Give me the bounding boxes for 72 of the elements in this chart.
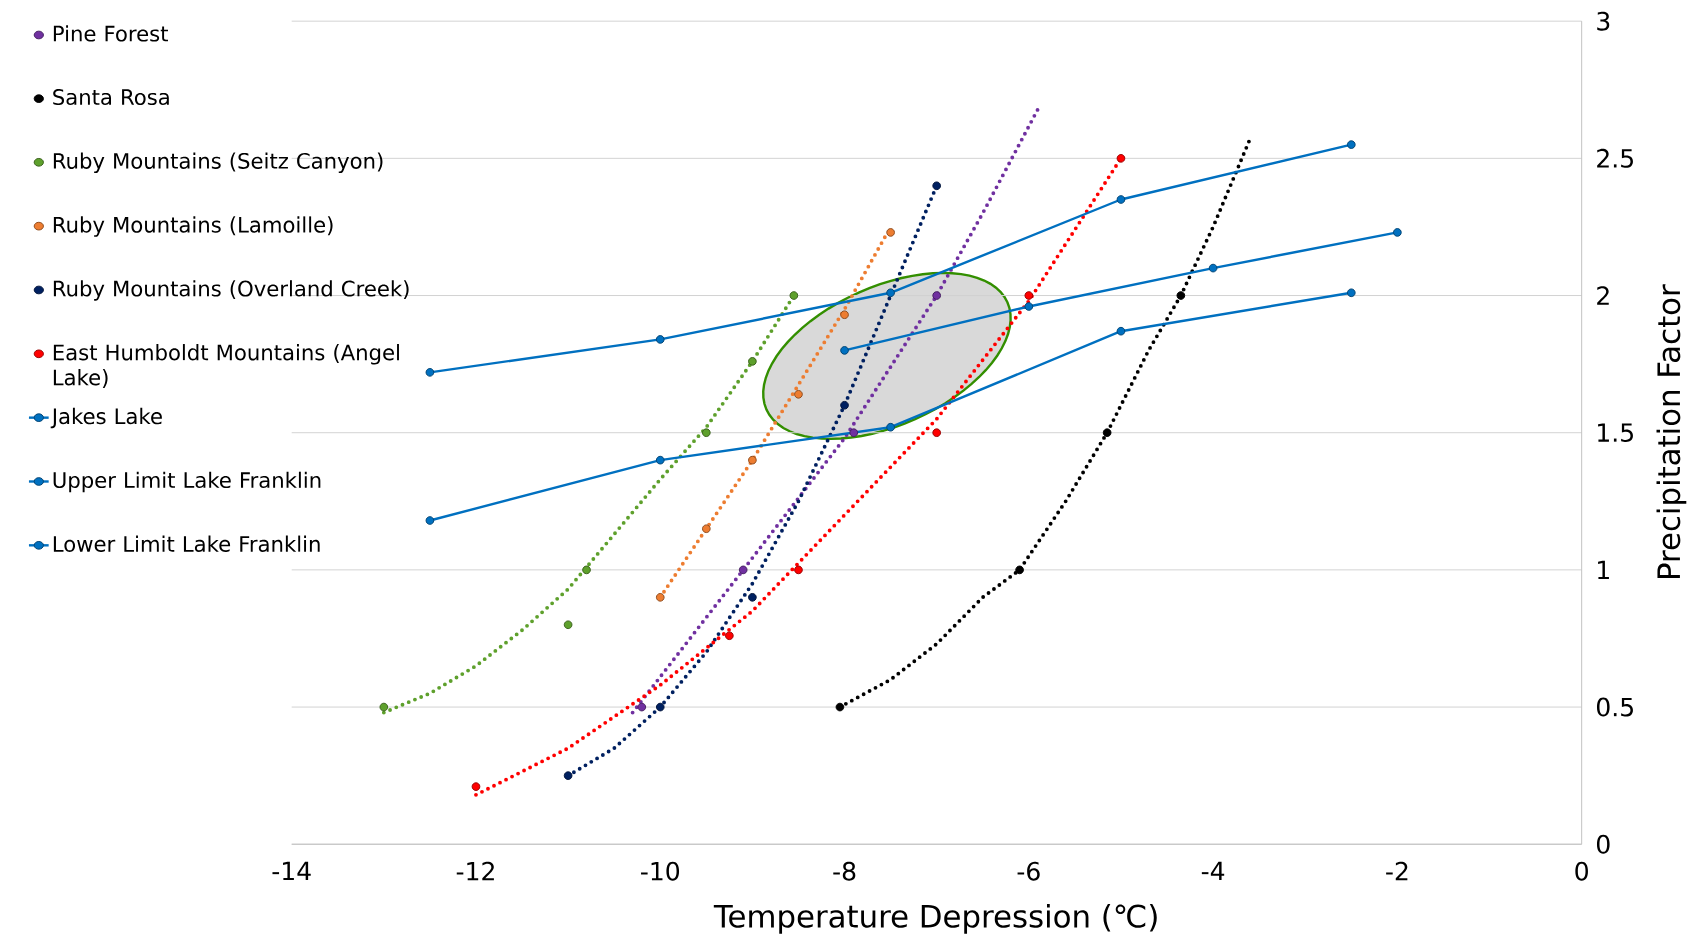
point <box>655 455 665 465</box>
point <box>886 288 895 297</box>
point <box>840 310 849 319</box>
y-tick-label: 0.5 <box>1596 697 1633 717</box>
point <box>886 227 895 237</box>
point <box>563 620 573 629</box>
x-tick-label: -12 <box>456 861 494 881</box>
point <box>849 428 859 437</box>
line-series <box>630 106 1040 715</box>
point <box>582 565 591 575</box>
point <box>1024 302 1034 311</box>
y-tick-label: 2.5 <box>1597 148 1633 168</box>
legend-label: Jakes Lake <box>50 407 162 429</box>
point <box>932 428 942 437</box>
x-tick-label: -2 <box>1386 861 1408 881</box>
point <box>1116 195 1126 204</box>
point <box>471 782 481 791</box>
point <box>701 524 711 533</box>
point <box>932 181 942 190</box>
point <box>655 592 665 602</box>
x-tick-label: 0 <box>1575 861 1588 881</box>
point <box>1024 291 1034 300</box>
point <box>425 367 435 377</box>
y-tick-label: 0 <box>1596 834 1610 854</box>
point <box>748 592 757 602</box>
point <box>563 771 573 780</box>
legend-label: Pine Forest <box>53 25 168 42</box>
point <box>794 565 803 575</box>
legend-label: Santa Rosa <box>53 88 169 105</box>
point <box>748 356 757 366</box>
legend-label: Ruby Mountains (Seitz Canyon) <box>53 152 383 173</box>
y-tick-label: 1.5 <box>1598 423 1633 442</box>
point <box>1116 326 1126 336</box>
x-axis-title: Temperature Depression (℃) <box>713 903 1157 934</box>
point <box>655 334 665 344</box>
point <box>425 516 435 525</box>
point <box>1116 153 1126 163</box>
point <box>1176 291 1186 300</box>
point <box>1346 140 1356 149</box>
legend-label: Ruby Mountains (Overland Creek) <box>53 280 409 301</box>
point <box>701 428 711 437</box>
point <box>748 455 757 465</box>
x-tick-label: -6 <box>1017 861 1040 881</box>
point <box>840 400 849 410</box>
y-axis-title: Precipitation Factor <box>1656 284 1687 578</box>
point <box>835 702 845 712</box>
point <box>725 631 734 640</box>
legend-label: Upper Limit Lake Franklin <box>53 471 321 493</box>
point <box>840 345 849 355</box>
x-tick-label: -4 <box>1201 861 1225 880</box>
point <box>1346 288 1356 297</box>
point <box>1393 227 1402 237</box>
y-tick-label: 2 <box>1597 286 1609 305</box>
point <box>379 702 389 712</box>
point <box>886 422 895 432</box>
point <box>932 291 942 300</box>
x-tick-label: -14 <box>272 861 311 880</box>
point <box>1102 428 1112 437</box>
y-tick-label: 3 <box>1597 11 1610 31</box>
point <box>738 565 748 575</box>
point <box>789 291 799 300</box>
point <box>1208 263 1218 273</box>
point <box>655 702 665 712</box>
x-tick-label: -8 <box>833 861 856 881</box>
legend-label: Lower Limit Lake Franklin <box>53 535 320 552</box>
point <box>637 702 647 712</box>
x-tick-label: -10 <box>641 861 680 881</box>
point <box>1015 565 1024 575</box>
point <box>794 389 803 399</box>
legend-label: East Humboldt Mountains (Angel Lake) <box>53 343 399 388</box>
y-tick-label: 1 <box>1598 560 1609 579</box>
legend-label: Ruby Mountains (Lamoille) <box>53 216 333 237</box>
